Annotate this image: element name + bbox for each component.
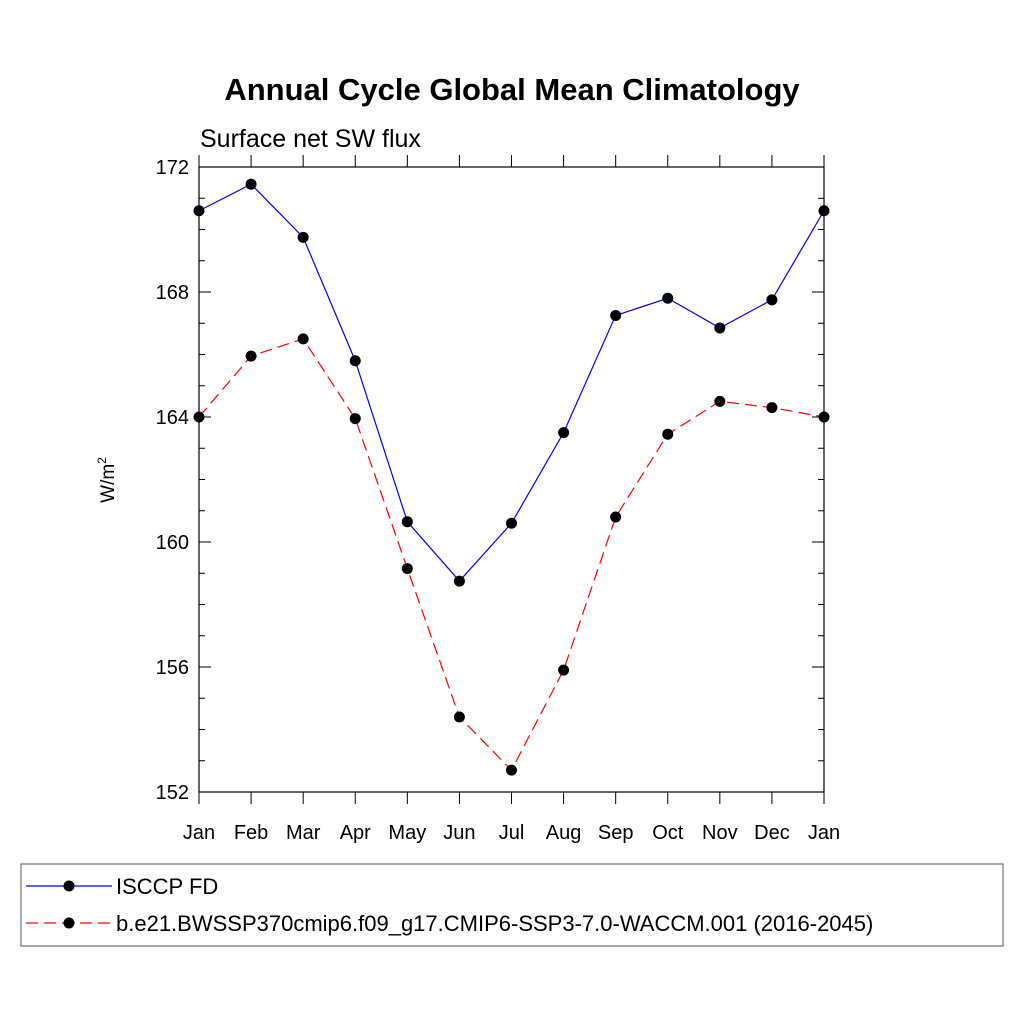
- series-line-2: [198, 338, 825, 772]
- y-tick-label: 168: [156, 282, 189, 304]
- series-1-point: [714, 322, 726, 334]
- series-2-point: [401, 563, 413, 575]
- series-1-point: [401, 516, 413, 528]
- series-1-point: [245, 178, 257, 190]
- series-1-point: [349, 355, 361, 367]
- x-tick-label: Jan: [808, 822, 840, 844]
- y-tick-label: 172: [156, 157, 189, 179]
- x-tick-label: Feb: [234, 822, 268, 844]
- y-tick-label: 156: [156, 657, 189, 679]
- y-axis-label-unit: W/m: [98, 464, 119, 503]
- chart-title: Annual Cycle Global Mean Climatology: [224, 72, 800, 107]
- y-axis-label-superscript: 2: [95, 457, 109, 464]
- series-2-point: [349, 413, 361, 425]
- y-tick-label: 160: [156, 532, 189, 554]
- series-1-point: [506, 517, 517, 529]
- chart-subtitle: Surface net SW flux: [200, 125, 421, 153]
- x-tick-label: Sep: [598, 822, 634, 844]
- legend-marker-2: [63, 917, 75, 929]
- x-tick-label: Jun: [443, 822, 475, 844]
- series-2-point: [662, 428, 674, 440]
- y-tick-label: 152: [156, 782, 189, 804]
- y-tick-label: 164: [156, 407, 189, 429]
- y-tick-labels: 152 156 160 164 168 172: [156, 157, 189, 804]
- series-2-point: [245, 350, 257, 362]
- series-1-point: [558, 427, 570, 439]
- x-tick-label: Mar: [286, 822, 321, 844]
- axis-ticks: [198, 155, 825, 804]
- series-1-point: [453, 575, 465, 587]
- legend-box: [20, 863, 1004, 947]
- x-tick-label: Oct: [652, 822, 684, 844]
- series-1-point: [662, 292, 674, 304]
- series-2-point: [297, 333, 309, 345]
- legend-label-1: ISCCP FD: [116, 874, 218, 899]
- series-2-point: [453, 711, 465, 723]
- legend-marker-1: [63, 880, 75, 892]
- x-tick-label: Jan: [183, 822, 215, 844]
- x-tick-labels: Jan Feb Mar Apr May Jun Jul Aug Sep Oct Nov Dec Jan: [183, 822, 840, 844]
- series-1-point: [766, 294, 778, 306]
- plot-frame: [198, 166, 825, 793]
- series-2-point: [766, 402, 778, 414]
- x-tick-label: May: [388, 822, 426, 844]
- legend: ISCCP FD b.e21.BWSSP370cmip6.f09_g17.CMIP…: [20, 863, 1004, 947]
- x-tick-label: Jul: [499, 822, 525, 844]
- y-axis-label: W/m2: [95, 457, 119, 503]
- x-tick-label: Aug: [546, 822, 582, 844]
- legend-entries: ISCCP FD b.e21.BWSSP370cmip6.f09_g17.CMIP…: [26, 874, 873, 936]
- series-1-point: [610, 309, 622, 321]
- series-2-point: [714, 395, 726, 407]
- x-tick-label: Dec: [754, 822, 790, 844]
- x-tick-label: Apr: [340, 822, 371, 844]
- series-1-point: [297, 231, 309, 243]
- legend-label-2: b.e21.BWSSP370cmip6.f09_g17.CMIP6-SSP3-7…: [116, 911, 873, 936]
- series-2-point: [506, 764, 517, 776]
- series-2-point: [610, 511, 622, 523]
- x-tick-label: Nov: [702, 822, 738, 844]
- series-layer: [193, 178, 830, 776]
- series-2-point: [558, 664, 570, 676]
